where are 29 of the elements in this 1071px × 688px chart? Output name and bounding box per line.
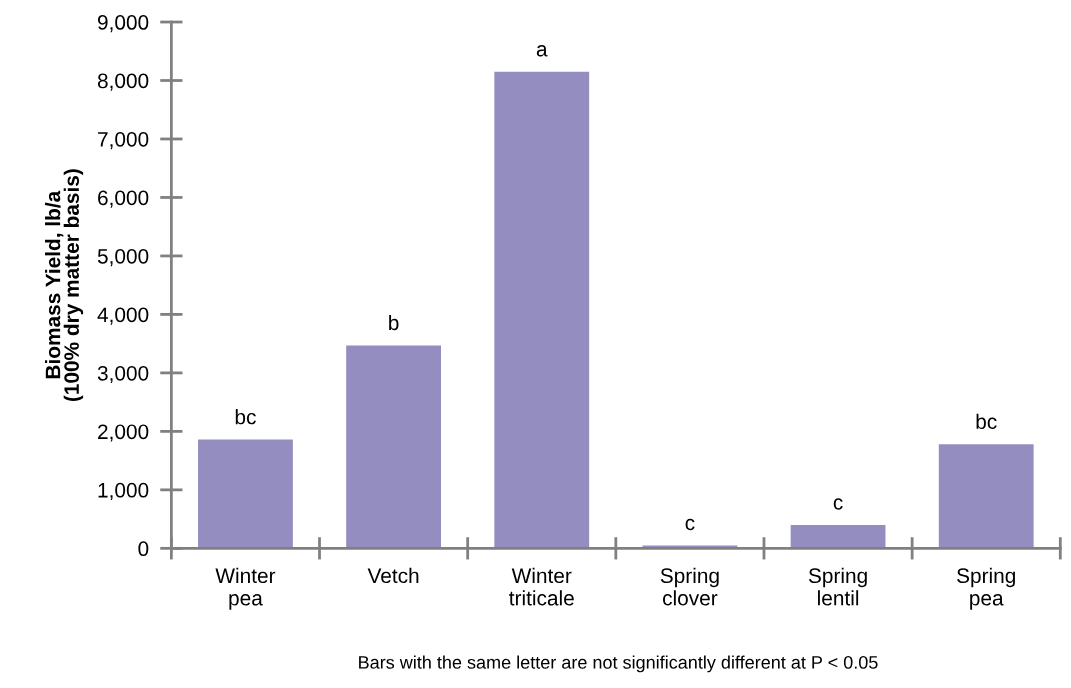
annotation: c: [833, 498, 843, 510]
annotation: c: [685, 518, 695, 531]
y-tick-label: 6,000: [98, 190, 149, 208]
bar: [494, 71, 590, 549]
y-tick-label: 8,000: [97, 73, 149, 91]
y-axis-title: Biomass Yield, lb/a (100% dry matter basis): [45, 169, 84, 402]
y-tick-label: 2,000: [98, 424, 149, 442]
text: Bars with the same letter are not significantly different at P < 0.05: [359, 655, 878, 673]
x-tick-label: Spring pea: [957, 567, 1015, 610]
y-tick-label: 7,000: [98, 131, 149, 150]
x-tick-label: Winter pea: [215, 567, 276, 610]
annotation: b: [389, 314, 399, 331]
x-tick-label: Spring clover: [660, 567, 719, 606]
annotation: bc: [235, 409, 256, 425]
y-tick-label: 3,000: [97, 365, 149, 384]
annotation: a: [536, 45, 548, 57]
y-tick-label: 0: [138, 541, 149, 557]
y-tick-label: 5,000: [97, 248, 149, 267]
y-tick-label: 9,000: [97, 15, 149, 33]
x-tick-label: Vetch: [367, 567, 419, 584]
y-tick-label: 1,000: [98, 482, 149, 501]
bar: [346, 345, 441, 549]
y-tick-label: 4,000: [97, 307, 149, 325]
bar: [198, 439, 293, 549]
x-tick-label: Winter triticale: [509, 567, 574, 606]
bar: [790, 524, 886, 549]
bar: [938, 444, 1034, 549]
annotation: bc: [976, 413, 997, 430]
x-tick-label: Spring lentil: [808, 567, 867, 606]
